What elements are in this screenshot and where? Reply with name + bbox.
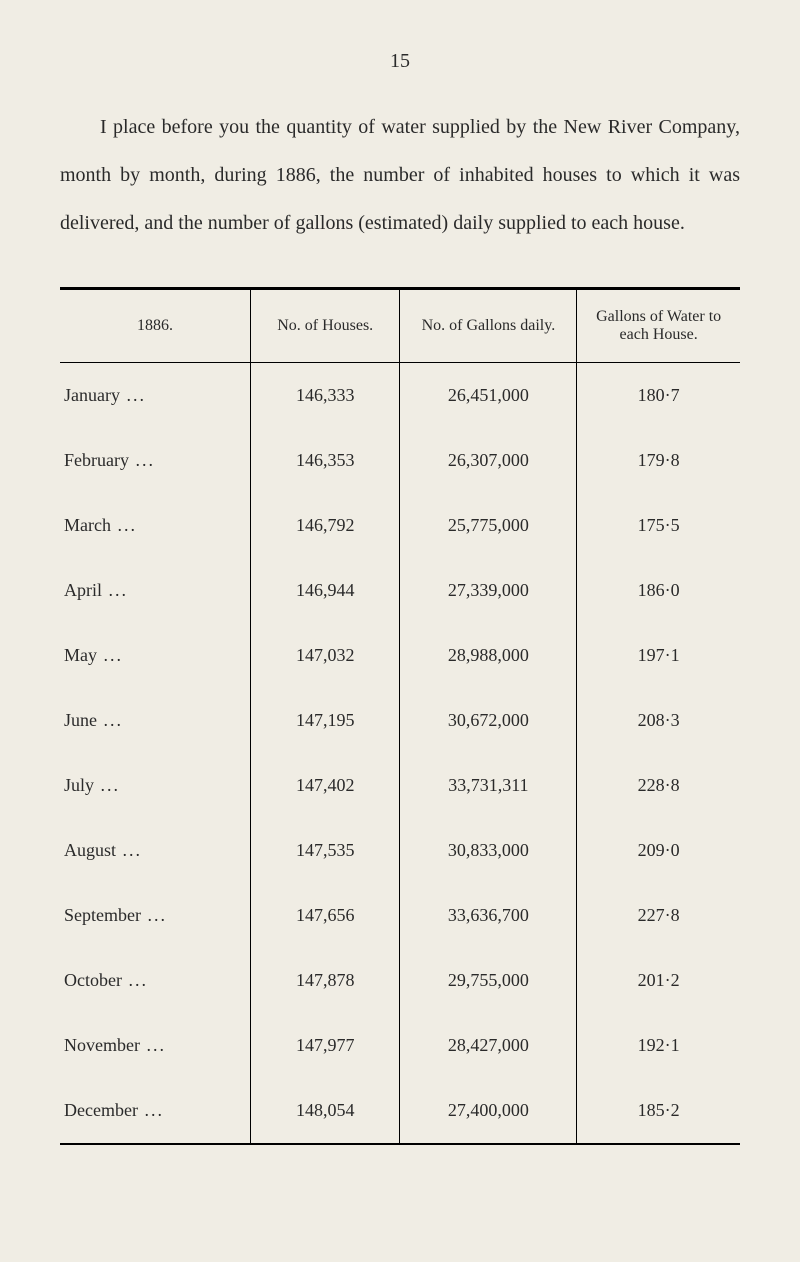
cell-gallons: 26,307,000 [400,428,577,493]
page-number: 15 [60,50,740,73]
cell-month: October ... [60,948,250,1013]
table-row: August ...147,53530,833,000209·0 [60,818,740,883]
cell-per-house: 197·1 [577,623,740,688]
cell-houses: 147,535 [250,818,400,883]
table-row: September ...147,65633,636,700227·8 [60,883,740,948]
cell-month: August ... [60,818,250,883]
cell-houses: 147,977 [250,1013,400,1078]
cell-month: November ... [60,1013,250,1078]
cell-per-house: 175·5 [577,493,740,558]
cell-month: September ... [60,883,250,948]
cell-gallons: 29,755,000 [400,948,577,1013]
cell-gallons: 33,731,311 [400,753,577,818]
cell-per-house: 192·1 [577,1013,740,1078]
cell-houses: 146,333 [250,363,400,429]
cell-month: February ... [60,428,250,493]
header-year: 1886. [60,289,250,363]
table-row: June ...147,19530,672,000208·3 [60,688,740,753]
cell-per-house: 201·2 [577,948,740,1013]
table-row: October ...147,87829,755,000201·2 [60,948,740,1013]
table-row: March ...146,79225,775,000175·5 [60,493,740,558]
intro-paragraph: I place before you the quantity of water… [60,103,740,247]
table-row: January ...146,33326,451,000180·7 [60,363,740,429]
table-header-row: 1886. No. of Houses. No. of Gallons dail… [60,289,740,363]
cell-gallons: 28,988,000 [400,623,577,688]
header-gallons-daily: No. of Gallons daily. [400,289,577,363]
table-row: December ...148,05427,400,000185·2 [60,1078,740,1144]
cell-per-house: 185·2 [577,1078,740,1144]
water-supply-table: 1886. No. of Houses. No. of Gallons dail… [60,287,740,1145]
cell-per-house: 180·7 [577,363,740,429]
cell-houses: 148,054 [250,1078,400,1144]
cell-houses: 146,944 [250,558,400,623]
cell-per-house: 227·8 [577,883,740,948]
table-body: January ...146,33326,451,000180·7Februar… [60,363,740,1145]
cell-per-house: 209·0 [577,818,740,883]
cell-houses: 147,032 [250,623,400,688]
cell-month: April ... [60,558,250,623]
cell-month: January ... [60,363,250,429]
header-houses: No. of Houses. [250,289,400,363]
cell-gallons: 30,833,000 [400,818,577,883]
cell-gallons: 28,427,000 [400,1013,577,1078]
header-gallons-per-house: Gallons of Water to each House. [577,289,740,363]
cell-month: May ... [60,623,250,688]
cell-gallons: 25,775,000 [400,493,577,558]
cell-per-house: 228·8 [577,753,740,818]
cell-month: March ... [60,493,250,558]
table-row: July ...147,40233,731,311228·8 [60,753,740,818]
cell-houses: 146,353 [250,428,400,493]
cell-houses: 147,402 [250,753,400,818]
cell-month: June ... [60,688,250,753]
cell-houses: 147,656 [250,883,400,948]
cell-gallons: 30,672,000 [400,688,577,753]
table-row: November ...147,97728,427,000192·1 [60,1013,740,1078]
cell-houses: 146,792 [250,493,400,558]
cell-month: July ... [60,753,250,818]
cell-gallons: 27,400,000 [400,1078,577,1144]
cell-month: December ... [60,1078,250,1144]
table-row: April ...146,94427,339,000186·0 [60,558,740,623]
table-row: February ...146,35326,307,000179·8 [60,428,740,493]
cell-houses: 147,195 [250,688,400,753]
cell-gallons: 33,636,700 [400,883,577,948]
table-row: May ...147,03228,988,000197·1 [60,623,740,688]
cell-per-house: 208·3 [577,688,740,753]
cell-houses: 147,878 [250,948,400,1013]
cell-gallons: 27,339,000 [400,558,577,623]
cell-per-house: 179·8 [577,428,740,493]
cell-per-house: 186·0 [577,558,740,623]
cell-gallons: 26,451,000 [400,363,577,429]
